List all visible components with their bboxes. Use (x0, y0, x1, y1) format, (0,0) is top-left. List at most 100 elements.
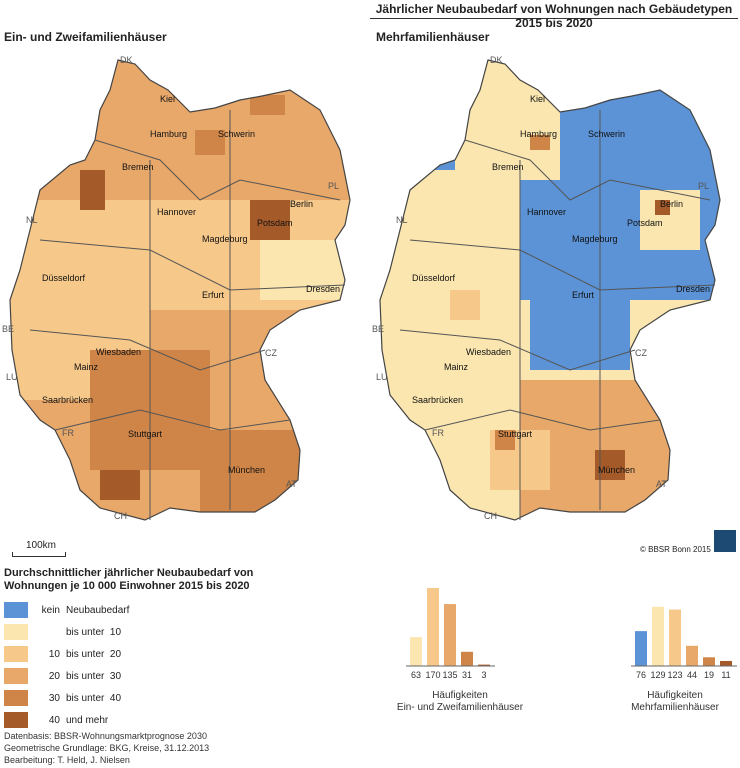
city-label: Kiel (530, 94, 545, 104)
legend-low: kein (41, 604, 60, 616)
city-label: München (228, 465, 265, 475)
city-label: Magdeburg (572, 234, 618, 244)
legend-label: bis unter 30 (66, 670, 122, 682)
legend-item: 30 bis unter 40 (4, 688, 129, 708)
city-label: Mainz (74, 362, 99, 372)
legend-swatch (4, 602, 28, 618)
histogram-bar (652, 606, 664, 666)
country-label: LU (376, 372, 388, 382)
histogram-caption-line1: Häufigkeiten (432, 690, 488, 701)
country-label: DK (490, 55, 503, 65)
histogram-value-label: 44 (687, 670, 697, 680)
country-label: BE (2, 324, 14, 334)
legend-label: Neubaubedarf (66, 604, 130, 616)
city-label: Hamburg (520, 129, 557, 139)
histogram-bar (635, 631, 647, 666)
city-label: Potsdam (257, 218, 293, 228)
histogram-caption-line2: Ein- und Zweifamilienhäuser (396, 702, 524, 713)
country-label: FR (432, 428, 444, 438)
legend: kein Neubaubedarf bis unter 10 10 bis un… (4, 600, 129, 732)
country-label: PL (698, 181, 709, 191)
legend-low: 20 (48, 670, 60, 682)
country-label: FR (62, 428, 74, 438)
city-label: Dresden (306, 284, 340, 294)
histogram-value-label: 19 (704, 670, 714, 680)
country-label: CH (484, 511, 497, 521)
legend-item: bis unter 10 (4, 622, 129, 642)
city-labels-right: Kiel Hamburg Schwerin Bremen Berlin Hann… (412, 94, 710, 475)
histogram-bar (703, 657, 715, 666)
histogram-bar (669, 609, 681, 666)
histogram-bar (427, 588, 439, 666)
legend-item: 40 und mehr (4, 710, 129, 730)
city-label: Mainz (444, 362, 469, 372)
city-label: Berlin (290, 199, 313, 209)
histogram-bar (686, 645, 698, 666)
country-labels-right: DK PL NL BE LU FR CH AT CZ (372, 55, 709, 521)
country-label: BE (372, 324, 384, 334)
legend-label: bis unter 10 (66, 626, 122, 638)
city-label: Schwerin (218, 129, 255, 139)
city-label: Saarbrücken (412, 395, 463, 405)
city-label: Berlin (660, 199, 683, 209)
histogram-ein-zwei-chart: 63 170 135 31 3 (406, 588, 495, 680)
histogram-mehr-chart: 76 129 123 44 19 11 (631, 606, 737, 680)
histogram-value-label: 63 (411, 670, 421, 680)
city-label: Schwerin (588, 129, 625, 139)
city-label: Stuttgart (498, 429, 533, 439)
histogram-value-label: 170 (425, 670, 440, 680)
scale-bar-line (12, 552, 66, 557)
country-label: CH (114, 511, 127, 521)
city-label: Hannover (527, 207, 566, 217)
city-label: Kiel (160, 94, 175, 104)
country-label: DK (120, 55, 133, 65)
histogram-caption-line1: Häufigkeiten (647, 690, 703, 701)
figure-title: Jährlicher Neubaubedarf von Wohnungen na… (370, 2, 738, 30)
city-label: Bremen (122, 162, 154, 172)
city-label: Potsdam (627, 218, 663, 228)
city-label: Düsseldorf (412, 273, 456, 283)
histogram-value-label: 129 (650, 670, 665, 680)
city-label: Erfurt (202, 290, 225, 300)
legend-item: kein Neubaubedarf (4, 600, 129, 620)
city-label: Stuttgart (128, 429, 163, 439)
country-label: NL (396, 215, 408, 225)
histogram-caption-line2: Mehrfamilienhäuser (631, 702, 719, 713)
city-label: Erfurt (572, 290, 595, 300)
legend-label: und mehr (66, 714, 109, 726)
bbsr-logo (714, 530, 736, 552)
legend-label: bis unter 40 (66, 692, 122, 704)
legend-item: 10 bis unter 20 (4, 644, 129, 664)
copyright: © BBSR Bonn 2015 (640, 545, 711, 554)
country-labels-left: DK PL NL BE LU FR CH AT CZ (2, 55, 339, 521)
city-label: München (598, 465, 635, 475)
histogram-value-label: 123 (667, 670, 682, 680)
map-mehrfamilienhaeuser: Kiel Hamburg Schwerin Bremen Berlin Hann… (372, 55, 721, 521)
legend-swatch (4, 712, 28, 728)
city-label: Magdeburg (202, 234, 248, 244)
map-left-title: Ein- und Zweifamilienhäuser (4, 30, 167, 44)
histogram-value-label: 11 (721, 670, 730, 680)
histogram-bar (720, 660, 732, 666)
histogram-value-label: 3 (481, 670, 486, 680)
histogram-value-label: 135 (442, 670, 457, 680)
map-ein-zweifamilienhaeuser: Kiel Hamburg Schwerin Bremen Berlin Hann… (2, 55, 351, 521)
city-label: Dresden (676, 284, 710, 294)
legend-low: 10 (48, 648, 60, 660)
country-label: LU (6, 372, 18, 382)
histogram-value-label: 31 (462, 670, 472, 680)
legend-item: 20 bis unter 30 (4, 666, 129, 686)
footer-line: Datenbasis: BBSR-Wohnungsmarktprognose 2… (4, 731, 207, 741)
histogram-bar (478, 664, 490, 666)
city-label: Hannover (157, 207, 196, 217)
legend-low: 40 (48, 714, 60, 726)
city-label: Bremen (492, 162, 524, 172)
legend-label: bis unter 20 (66, 648, 122, 660)
histogram-value-label: 76 (636, 670, 646, 680)
histogram-bar (410, 637, 422, 666)
histogram-bar (461, 651, 473, 666)
map-right-title: Mehrfamilienhäuser (376, 30, 490, 44)
country-label: NL (26, 215, 38, 225)
country-label: CZ (265, 348, 277, 358)
country-label: AT (286, 479, 297, 489)
